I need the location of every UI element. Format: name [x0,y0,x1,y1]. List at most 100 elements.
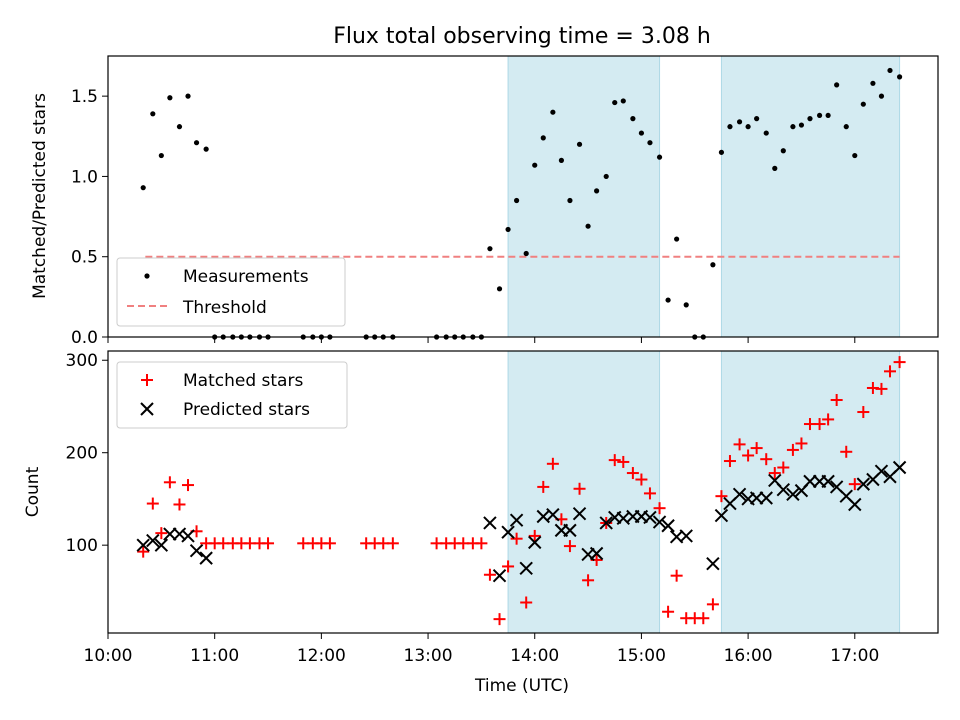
measurement-point [798,122,805,128]
measurement-point [887,67,893,74]
matched-star-point [155,527,168,540]
measurement-point [727,124,733,130]
top-y-tick-label: 0.5 [71,248,98,268]
predicted-star-point [874,464,889,478]
bottom-predicted-points [136,460,907,583]
chart-title: Flux total observing time = 3.08 h [333,24,711,49]
predicted-star-point [661,519,675,533]
matched-star-point [502,560,515,573]
predicted-star-point [189,544,204,558]
x-axis-label: Time (UTC) [474,676,569,696]
measurement-point [834,82,840,88]
measurement-point [825,112,831,119]
matched-star-point [182,479,195,492]
measurement-point [843,124,849,130]
matched-star-point [883,365,896,378]
matched-star-point [635,473,648,486]
legend-threshold-label: Threshold [182,298,267,318]
predicted-star-point [599,516,613,530]
predicted-star-point [643,510,657,525]
predicted-star-point [892,460,907,475]
matched-star-point [813,418,826,431]
predicted-star-point [163,527,177,541]
matched-star-point [723,455,736,468]
matched-star-point [146,497,159,510]
matched-star-point [697,612,710,625]
matched-star-point [173,498,186,511]
measurement-point [594,188,600,194]
measurement-point [896,74,903,80]
measurement-point [736,119,743,125]
predicted-star-point [181,529,195,543]
predicted-star-point [483,516,497,530]
measurement-point [550,109,556,115]
top-shaded-region-1 [720,55,901,338]
predicted-star-point [821,474,835,489]
matched-star-point [750,442,763,455]
legend-matched-marker [141,374,153,386]
measurement-point [710,262,716,268]
bottom-panel: 100 200 300 10:00 11:00 12:00 13:00 14:00 15:00… [23,350,939,696]
matched-star-point [840,445,853,458]
predicted-star-point [706,556,720,571]
x-tick-label: 17:00 [830,646,879,666]
predicted-star-point [652,515,667,529]
predicted-star-point [856,477,871,491]
measurement-point [763,130,769,136]
predicted-star-point [786,487,800,502]
top-shaded-regions [507,55,901,338]
measurement-point [852,152,858,159]
top-y-ticks: 0.0 0.5 1.0 1.5 [71,87,108,348]
matched-star-point [510,532,523,545]
bottom-matched-points [137,356,906,626]
legend-matched-label: Matched stars [183,371,303,391]
x-tick-label: 11:00 [190,646,239,666]
top-y-axis-label: Matched/Predicted stars [30,93,50,299]
measurement-point [718,149,725,155]
matched-star-point [706,598,719,611]
matched-star-point [493,613,506,626]
matched-star-point [643,487,656,500]
x-tick-label: 16:00 [724,646,773,666]
matched-star-point [786,443,799,456]
measurement-point [603,173,609,180]
bottom-y-ticks: 100 200 300 [66,351,108,556]
measurement-point [860,101,866,107]
measurement-point [140,185,146,191]
measurement-point [807,116,813,122]
matched-star-point [715,490,728,503]
matched-star-point [573,482,586,495]
bottom-y-tick-label: 200 [66,444,98,464]
matched-star-point [760,453,773,466]
legend-predicted-label: Predicted stars [183,400,310,420]
measurement-point [487,246,493,252]
legend-predicted-marker [140,402,154,416]
measurement-point [185,93,191,99]
x-tick-label: 15:00 [617,646,666,666]
top-panel: 0.0 0.5 1.0 1.5 Matched/Predicted stars Mea… [30,55,939,348]
measurement-point [620,98,626,104]
predicted-star-point [714,508,729,523]
predicted-star-point [136,538,150,552]
predicted-star-point [589,546,604,561]
measurement-point [878,93,885,99]
predicted-star-point [509,513,524,527]
measurement-point [656,154,663,160]
measurement-point [870,80,876,86]
predicted-star-point [546,507,560,522]
predicted-star-point [501,525,515,539]
bottom-shaded-region-0 [507,350,661,634]
legend-measurements-marker [144,273,150,279]
matched-star-point [653,502,666,515]
measurement-point [505,226,511,233]
x-tick-label: 12:00 [297,646,346,666]
matched-star-point [262,537,275,550]
measurement-point [665,297,671,303]
predicted-star-point [492,568,507,583]
matched-star-point [137,545,150,558]
predicted-star-point [776,482,791,497]
matched-star-point [857,406,870,419]
measurement-point [630,116,636,122]
bottom-x-ticks: 10:00 11:00 12:00 13:00 14:00 15:00 16:00 17:00 [84,633,879,666]
matched-star-point [617,455,630,468]
